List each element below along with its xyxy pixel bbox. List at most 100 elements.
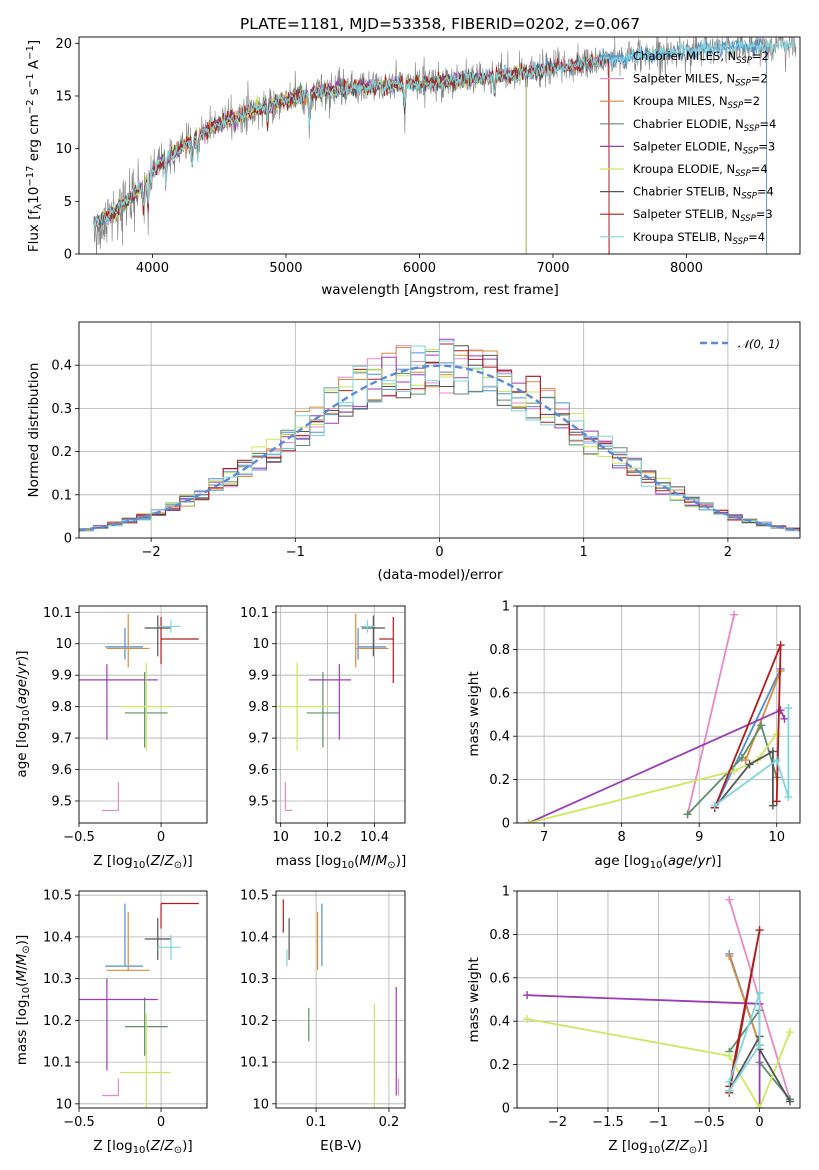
model-line-salpeter-stelib	[93, 52, 610, 254]
y-tick-label: 9.8	[248, 700, 269, 715]
errorbar-kroupa-elodie	[276, 662, 330, 751]
point-marker	[683, 810, 692, 819]
y-tick-label: 0.3	[51, 402, 72, 417]
legend-label: Salpeter STELIB, NSSP=3	[633, 207, 773, 224]
y-tick-label: 10.2	[240, 1014, 269, 1029]
x-tick-label: −1	[649, 1115, 668, 1130]
y-tick-label: 0.2	[489, 773, 510, 788]
point-marker	[768, 747, 777, 756]
axes-frame	[78, 605, 208, 824]
panel-residuals: −2 −1 0 1 2 0 0.1 0.2 0.3 0.4 𝒩(0, 1)	[51, 321, 801, 560]
x-tick-label: −0.5	[693, 1115, 725, 1130]
errorbar-kroupa-miles	[106, 911, 150, 971]
plot-area-residuals	[79, 322, 800, 538]
errorbar-salpeter-elodie	[79, 664, 158, 740]
errorbar-salpeter-elodie	[308, 664, 352, 740]
point-marker	[737, 753, 746, 762]
y-tick-label: 5	[64, 195, 72, 210]
x-tick-label: −2	[142, 545, 161, 560]
point-marker	[772, 797, 781, 806]
y-tick-label: 10	[55, 1097, 72, 1112]
plot-area-age_vs_mass	[276, 606, 405, 823]
point-marker	[725, 895, 734, 904]
x-tick-label: 0	[755, 1115, 763, 1130]
y-tick-label: 9.5	[248, 794, 269, 809]
point-marker	[730, 766, 739, 775]
x-tick-label: 7	[540, 830, 548, 845]
model-line-kroupa-stelib	[93, 38, 794, 227]
y-tick-label: 9.6	[51, 763, 72, 778]
y-axis-label: mass weight	[466, 671, 482, 756]
y-tick-label: 1	[502, 885, 510, 900]
series-kroupa-stelib	[710, 703, 793, 810]
y-axis-label: age [log10(age/yr)]	[14, 650, 32, 777]
point-marker	[755, 988, 764, 997]
y-tick-label: 0	[502, 817, 510, 832]
point-marker	[784, 703, 793, 712]
y-tick-label: 0.4	[51, 359, 72, 374]
y-axis-label: mass weight	[466, 957, 482, 1042]
y-tick-label: 10.3	[43, 972, 72, 987]
errorbar-kroupa-elodie	[120, 1014, 171, 1108]
y-tick-label: 10	[55, 637, 72, 652]
plot-area-mass_vs_ebv	[276, 891, 405, 1108]
point-marker	[725, 1086, 734, 1095]
x-axis-label: (data-model)/error	[377, 567, 503, 583]
x-tick-label: 4000	[136, 261, 169, 276]
axes-frame	[275, 605, 406, 824]
x-tick-label: −1	[286, 545, 305, 560]
x-tick-label: 10	[272, 830, 289, 845]
series-line	[527, 994, 761, 1108]
y-tick-label: 9.7	[51, 732, 72, 747]
y-tick-label: 9.9	[248, 669, 269, 684]
x-axis-label: Z [log10(Z/Z⊙)]	[93, 853, 192, 871]
point-marker	[785, 1028, 794, 1037]
point-marker	[755, 1041, 764, 1050]
point-marker	[776, 706, 785, 715]
y-tick-label: 9.5	[51, 794, 72, 809]
spectrum-legend: Chabrier MILES, NSSP=2 Salpeter MILES, NS…	[600, 49, 776, 247]
y-tick-label: 0.4	[489, 730, 510, 745]
y-tick-label: 0	[64, 248, 72, 263]
x-tick-label: 0	[157, 1115, 165, 1130]
x-tick-label: −2	[548, 1115, 567, 1130]
x-tick-label: 10.4	[360, 830, 389, 845]
x-tick-label: 5000	[269, 261, 302, 276]
plot-area-mass_vs_Z	[79, 891, 207, 1108]
y-tick-label: 15	[55, 89, 72, 104]
errorbar-chabrier-stelib	[144, 918, 171, 960]
y-tick-label: 0	[502, 1102, 510, 1117]
legend-label: Kroupa ELODIE, NSSP=4	[633, 162, 768, 179]
point-marker	[785, 1097, 794, 1106]
x-tick-label: 6000	[403, 261, 436, 276]
y-tick-label: 10.1	[43, 1056, 72, 1071]
series-line	[713, 644, 782, 809]
y-tick-label: 0.8	[489, 928, 510, 943]
series-line	[728, 992, 761, 1092]
point-marker	[780, 714, 789, 723]
point-marker	[768, 801, 777, 810]
x-tick-label: −0.5	[63, 830, 95, 845]
residual-legend: 𝒩(0, 1)	[700, 337, 780, 351]
panel-age_vs_Z: −0.5 0 9.5 9.6 9.7 9.8 9.9 10 10.1	[43, 605, 208, 845]
x-tick-label: −0.5	[63, 1115, 95, 1130]
errorbar-kroupa-stelib	[157, 934, 181, 960]
axes-frame	[275, 890, 406, 1109]
y-tick-label: 9.7	[248, 732, 269, 747]
axes-frame	[516, 605, 801, 824]
series-line	[713, 668, 782, 809]
y-tick-label: 0.2	[51, 445, 72, 460]
x-axis-label: Z [log10(Z/Z⊙)]	[608, 1138, 707, 1156]
series-salpeter-stelib	[710, 641, 785, 812]
series-kroupa-elodie	[523, 1015, 794, 1108]
panel-age_vs_mass: 10 10.2 10.4 9.5 9.6 9.7 9.8 9.9 10 10.1	[240, 605, 406, 845]
point-marker	[725, 1077, 734, 1086]
series-line	[526, 1018, 791, 1108]
x-axis-label: E(B-V)	[320, 1138, 362, 1154]
x-tick-label: 7000	[536, 261, 569, 276]
errorbar-kroupa-miles	[355, 613, 389, 668]
y-tick-label: 10.2	[43, 1014, 72, 1029]
x-tick-label: 8000	[670, 261, 703, 276]
y-tick-label: 10.4	[240, 930, 269, 945]
